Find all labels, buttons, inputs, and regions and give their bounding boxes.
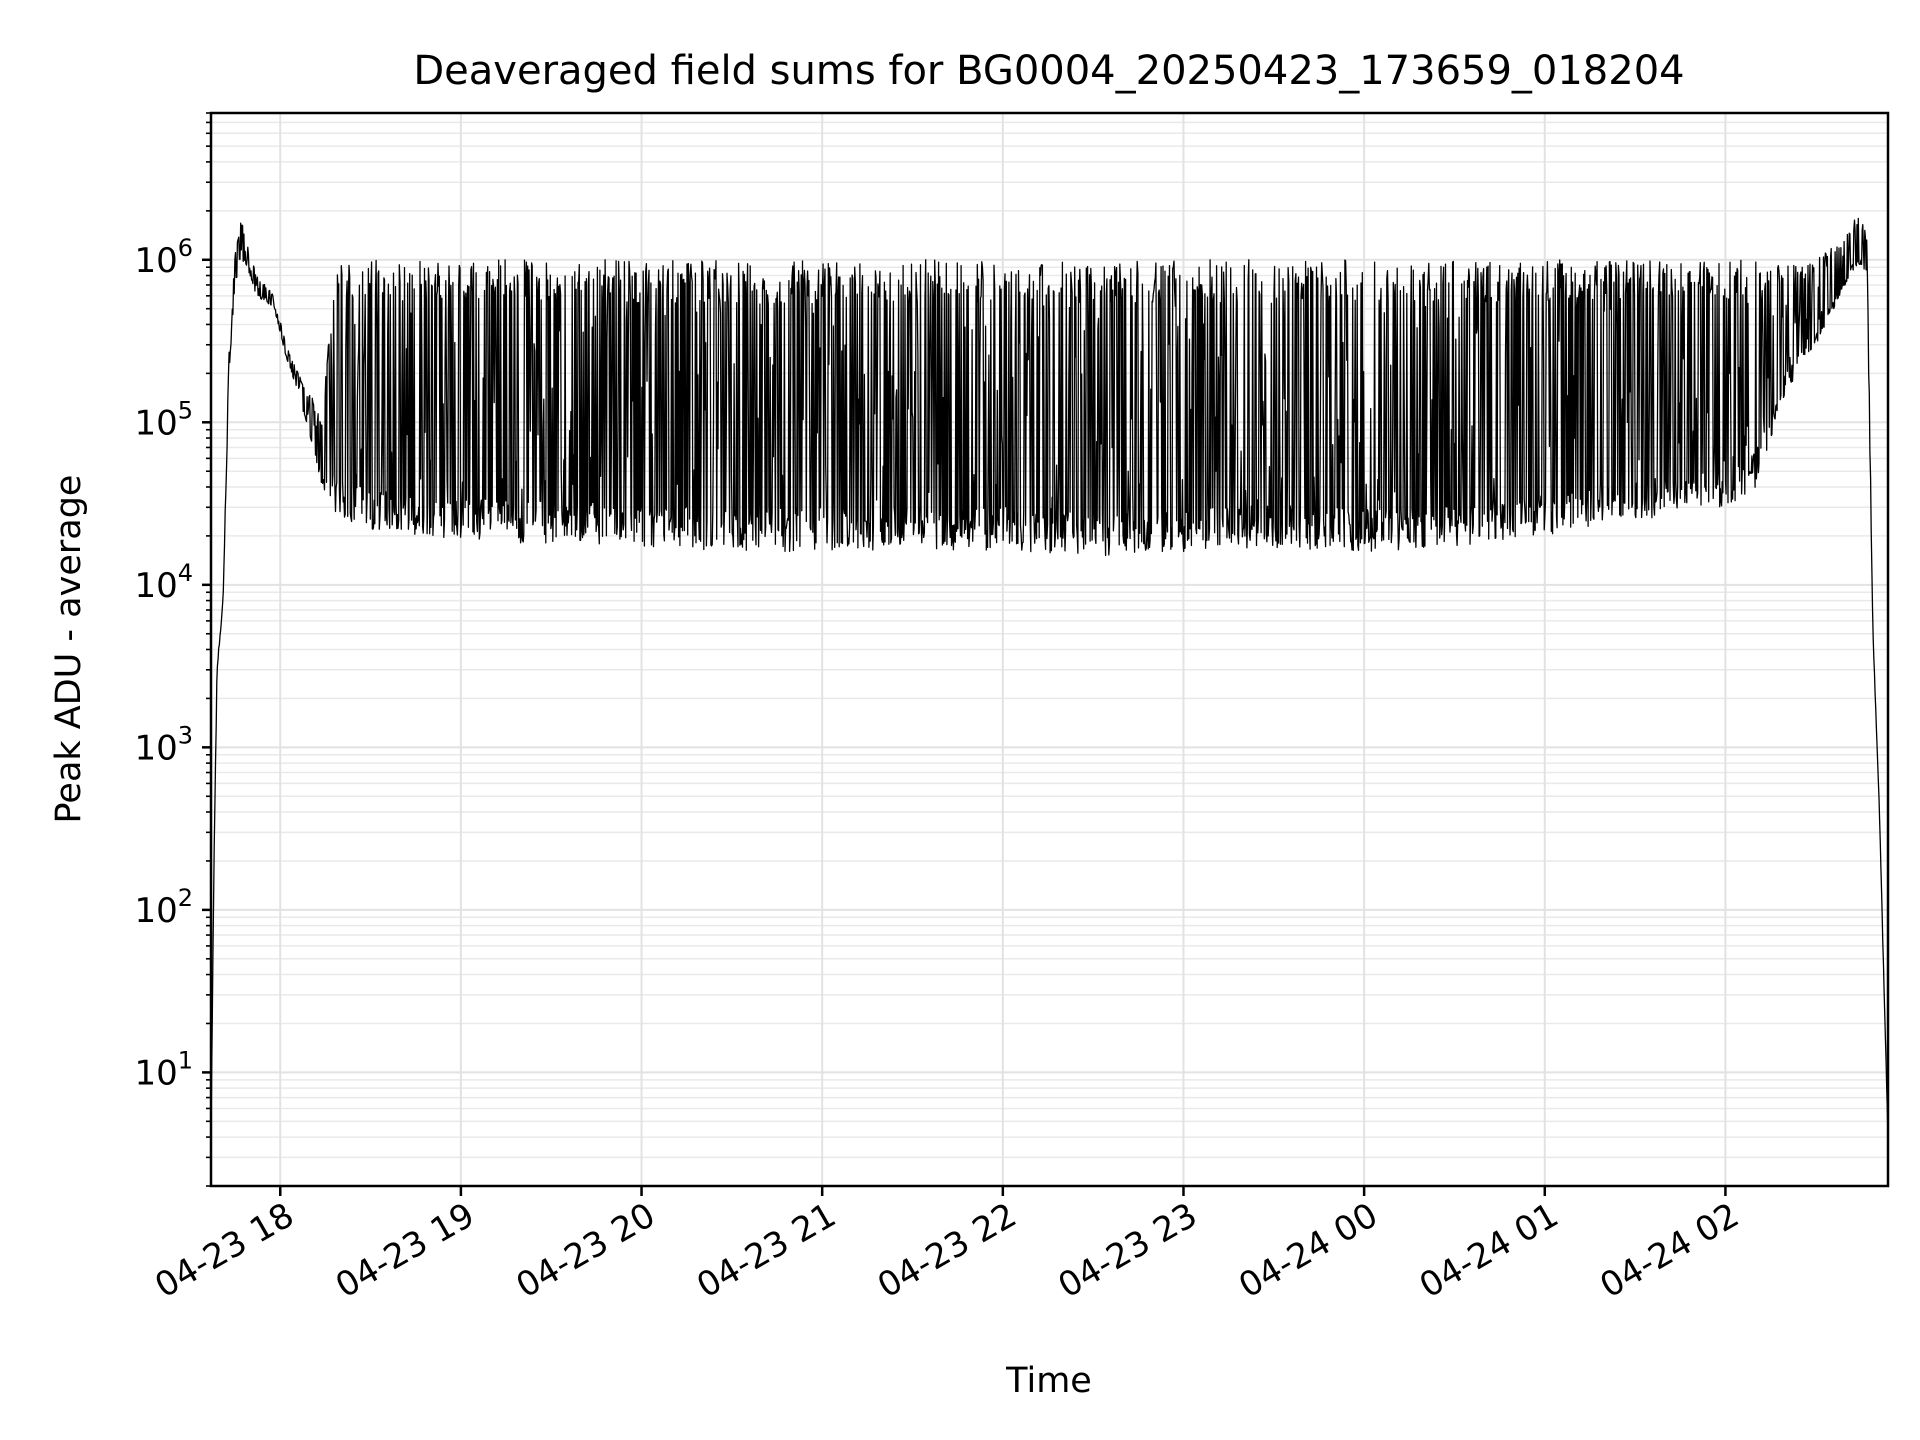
y-tick-label: 106 — [134, 234, 193, 281]
x-tick-label: 04-23 20 — [510, 1195, 662, 1306]
series-layer — [210, 217, 1889, 1139]
x-tick-label: 04-24 00 — [1232, 1195, 1384, 1306]
x-axis-label: Time — [1005, 1361, 1092, 1401]
x-tick-label: 04-23 21 — [690, 1195, 842, 1306]
x-tick-label: 04-23 18 — [148, 1195, 300, 1306]
y-tick-label: 105 — [134, 396, 193, 443]
x-tick-label: 04-23 19 — [329, 1195, 481, 1306]
series-line — [210, 217, 1889, 1139]
plot-frame — [209, 111, 1890, 1188]
x-tick-label: 04-24 01 — [1413, 1195, 1565, 1306]
x-tick-label: 04-23 23 — [1052, 1195, 1204, 1306]
y-tick-label: 103 — [134, 721, 193, 768]
chart-title: Deaveraged field sums for BG0004_2025042… — [413, 48, 1684, 94]
y-tick-label: 104 — [134, 559, 193, 606]
x-tick-label: 04-23 22 — [871, 1195, 1023, 1306]
y-tick-label: 102 — [134, 884, 193, 931]
x-tick-label: 04-24 02 — [1594, 1195, 1746, 1306]
y-tick-label: 101 — [134, 1046, 193, 1093]
grid-layer — [211, 112, 1888, 1187]
y-axis-label: Peak ADU - average — [49, 475, 89, 824]
